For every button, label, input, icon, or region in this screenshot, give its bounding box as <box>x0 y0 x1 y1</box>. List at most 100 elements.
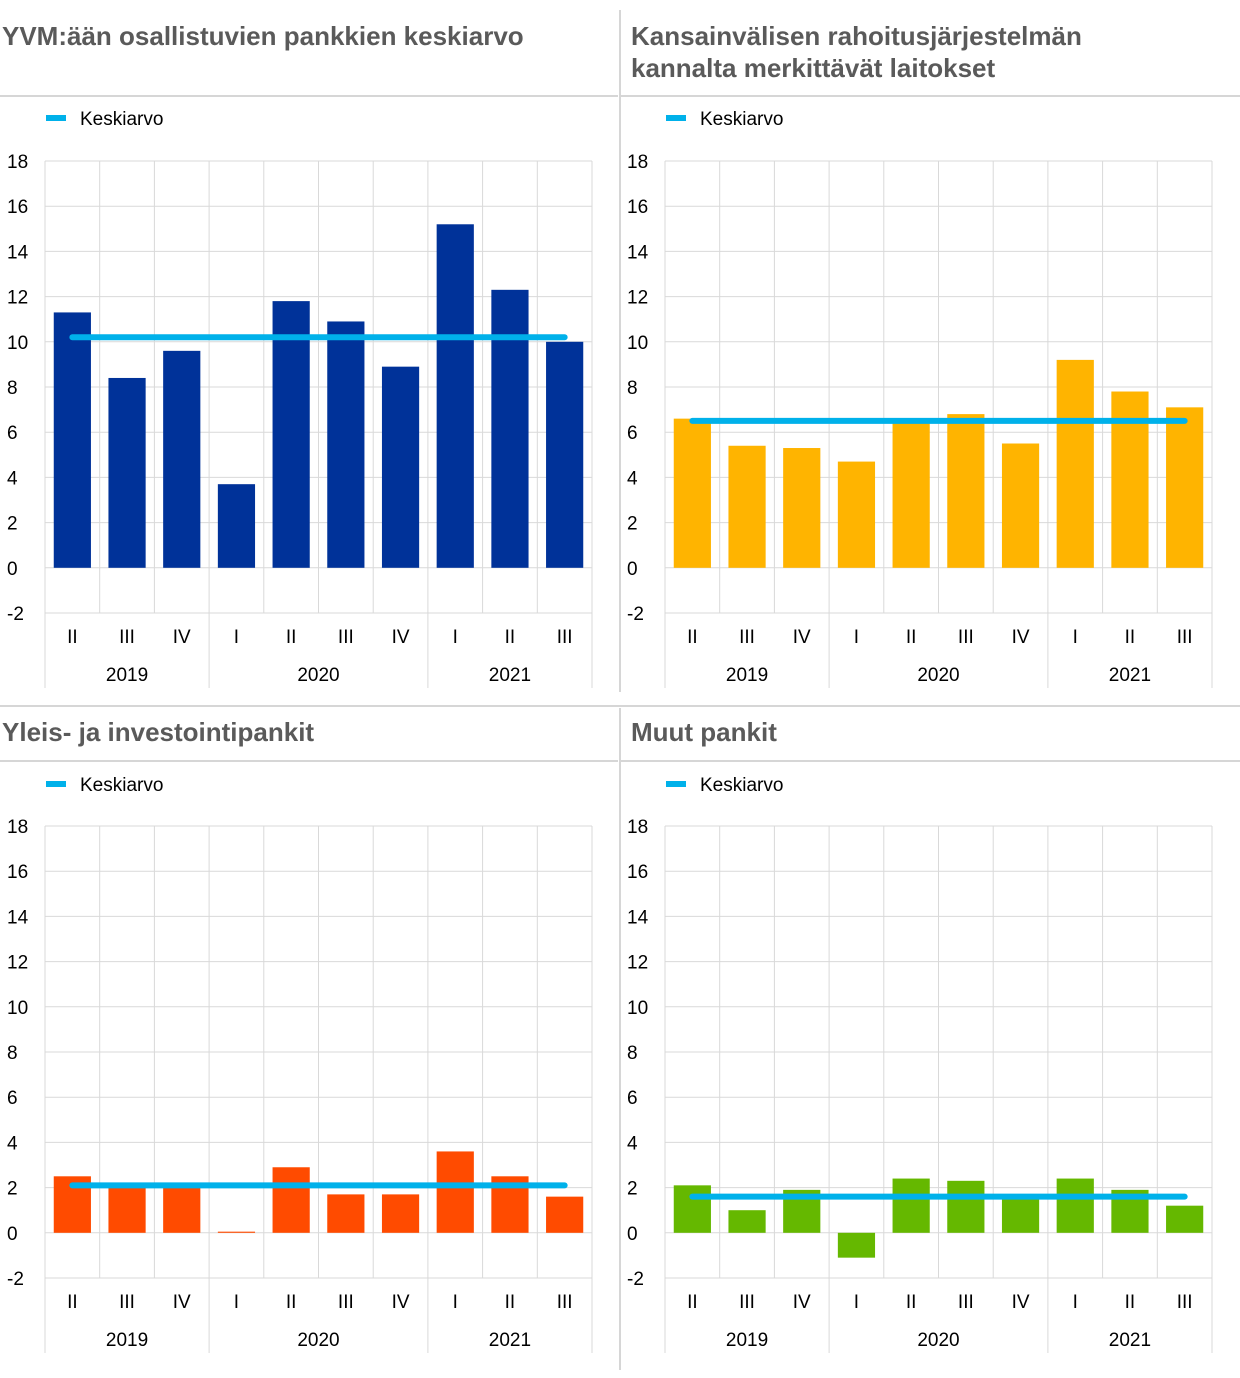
bar <box>436 1151 474 1233</box>
x-tick-label: I <box>234 1292 239 1313</box>
x-tick-label: IV <box>1012 1292 1030 1313</box>
chart-panel-universal-investment-banks: Yleis- ja investointipankit Keskiarvo 18 1… <box>0 700 620 1378</box>
y-tick-label: 8 <box>7 1043 18 1064</box>
x-tick-label: IV <box>1012 627 1030 648</box>
x-tick-label: II <box>687 1292 698 1313</box>
x-tick-label: III <box>958 1292 974 1313</box>
x-tick-label: III <box>739 1292 755 1313</box>
y-tick-label: 2 <box>7 1179 18 1200</box>
bar <box>272 301 310 568</box>
y-tick-label: -2 <box>7 1269 24 1290</box>
y-tick-label: -2 <box>627 604 644 625</box>
bar <box>947 414 985 568</box>
year-label: 2020 <box>297 665 339 686</box>
x-tick-label: II <box>687 627 698 648</box>
x-tick-label: IV <box>392 1292 410 1313</box>
x-tick-label: II <box>286 627 297 648</box>
x-tick-label: III <box>338 1292 354 1313</box>
bar <box>673 1185 711 1233</box>
x-tick-label: IV <box>793 627 811 648</box>
bottom-left-title-divider <box>0 760 618 762</box>
bar <box>381 366 420 568</box>
y-tick-label: 8 <box>7 378 18 399</box>
x-tick-label: III <box>1177 627 1193 648</box>
x-tick-label: I <box>1073 627 1078 648</box>
y-tick-label: 2 <box>627 514 638 535</box>
middle-divider <box>0 705 1240 707</box>
y-tick-label: 2 <box>627 1179 638 1200</box>
vertical-divider-bottom <box>619 708 621 1370</box>
y-tick-label: 6 <box>627 1088 638 1109</box>
y-tick-label: 0 <box>7 1224 18 1245</box>
x-tick-label: III <box>119 1292 135 1313</box>
chart-panel-other-banks: Muut pankit Keskiarvo 18 16 14 12 10 8 6 4 2 0 -2 II… <box>620 700 1240 1378</box>
y-tick-label: 18 <box>7 152 28 173</box>
y-tick-label: 16 <box>7 197 28 218</box>
bar <box>108 377 146 568</box>
y-tick-label: 18 <box>627 152 648 173</box>
y-tick-label: 12 <box>627 953 648 974</box>
x-tick-label: IV <box>392 627 410 648</box>
bar <box>53 312 91 568</box>
bar <box>546 341 584 568</box>
y-tick-label: 6 <box>7 1088 18 1109</box>
x-tick-label: III <box>557 1292 573 1313</box>
x-tick-label: II <box>286 1292 297 1313</box>
x-tick-label: III <box>1177 1292 1193 1313</box>
legend-label: Keskiarvo <box>700 775 783 796</box>
x-tick-label: IV <box>173 627 191 648</box>
bar <box>673 418 711 568</box>
x-tick-label: III <box>958 627 974 648</box>
year-label: 2020 <box>297 1330 339 1351</box>
y-tick-label: 4 <box>7 468 18 489</box>
bar <box>217 1231 256 1233</box>
y-tick-label: -2 <box>627 1269 644 1290</box>
legend-label: Keskiarvo <box>80 109 163 130</box>
chart-title: YVM:ään osallistuvien pankkien keskiarvo <box>2 21 524 51</box>
x-tick-label: II <box>67 1292 78 1313</box>
x-tick-label: III <box>119 627 135 648</box>
bar <box>436 224 474 568</box>
y-tick-label: 4 <box>7 1133 18 1154</box>
bar <box>837 461 876 568</box>
x-tick-label: II <box>1125 1292 1136 1313</box>
y-tick-label: 10 <box>627 998 648 1019</box>
bar <box>783 448 821 568</box>
y-tick-label: 6 <box>7 423 18 444</box>
bar <box>327 1194 365 1233</box>
x-tick-label: II <box>505 1292 516 1313</box>
x-tick-label: IV <box>793 1292 811 1313</box>
bar <box>327 321 365 568</box>
y-tick-label: 12 <box>7 288 28 309</box>
bar <box>546 1196 584 1233</box>
year-label: 2021 <box>489 665 531 686</box>
y-tick-label: 14 <box>7 907 29 928</box>
vertical-divider-top <box>619 10 621 692</box>
y-tick-label: 0 <box>627 1224 638 1245</box>
bar <box>892 423 930 568</box>
bar <box>1001 1196 1040 1233</box>
y-tick-label: 14 <box>7 242 29 263</box>
chart-title: Kansainvälisen rahoitusjärjestelmän kann… <box>631 21 1082 83</box>
y-tick-label: 10 <box>627 333 648 354</box>
year-label: 2021 <box>1109 1330 1151 1351</box>
bar <box>837 1232 876 1258</box>
y-tick-label: 2 <box>7 514 18 535</box>
x-tick-label: III <box>557 627 573 648</box>
chart-panel-gsib: Kansainvälisen rahoitusjärjestelmän kann… <box>620 0 1240 700</box>
x-tick-label: I <box>234 627 239 648</box>
x-tick-label: III <box>338 627 354 648</box>
legend-label: Keskiarvo <box>700 109 783 130</box>
x-tick-label: II <box>67 627 78 648</box>
bar <box>491 289 529 568</box>
y-tick-label: 14 <box>627 242 649 263</box>
bar <box>1056 1178 1094 1233</box>
chart-title: Yleis- ja investointipankit <box>2 717 315 747</box>
bar <box>381 1194 420 1233</box>
bar <box>163 1183 201 1233</box>
year-label: 2021 <box>1109 665 1151 686</box>
bar <box>1001 443 1040 568</box>
